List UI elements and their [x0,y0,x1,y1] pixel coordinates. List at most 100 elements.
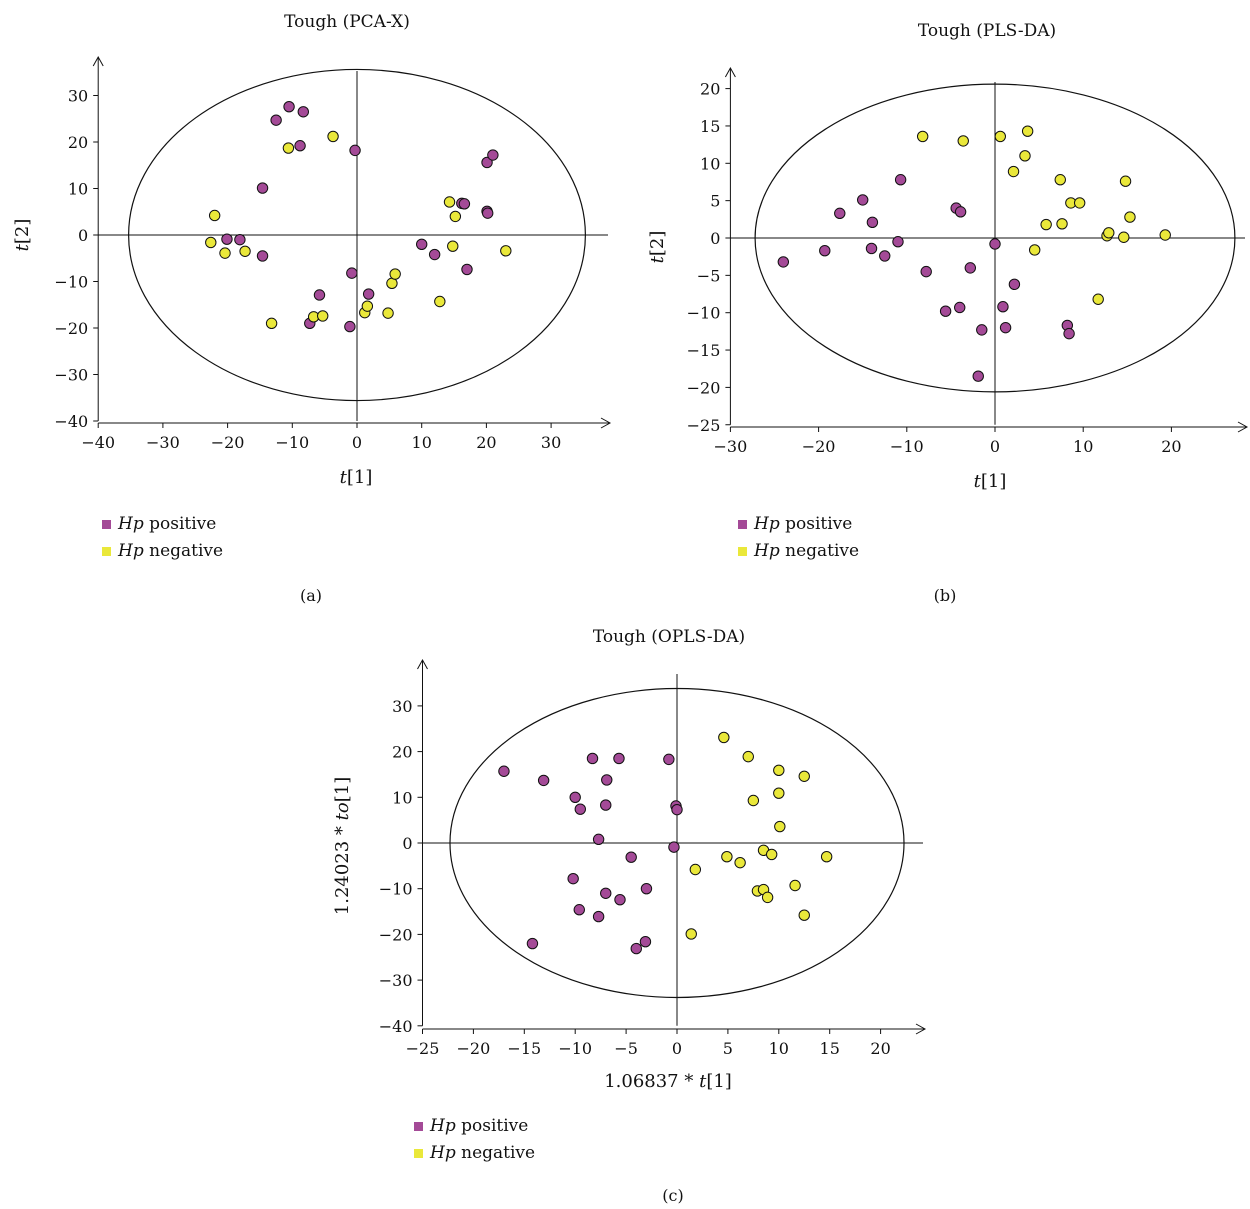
data-point [1092,293,1104,305]
x-tick-label: −30 [714,437,748,456]
x-axis-label: t[1] [974,471,1007,492]
y-tick-label: 10 [68,180,88,199]
data-point [630,942,642,955]
data-point [976,324,988,336]
x-axis-arrow [600,417,612,429]
x-tick-label: 0 [990,437,1000,456]
y-axis-label: t[2] [12,219,33,252]
chart-title: Tough (OPLS-DA) [593,627,745,647]
data-point [592,833,605,846]
y-tick-label: −40 [379,1017,413,1036]
series-hp-negative [685,731,833,940]
x-tick-label: 10 [1073,437,1093,456]
data-point [834,207,846,220]
data-point [294,140,306,152]
x-tick-label: −20 [457,1039,491,1058]
data-point [789,879,801,892]
x-tick-label: 10 [412,433,432,452]
x-tick-label: −10 [558,1039,592,1058]
data-point [798,909,810,921]
data-point [640,883,653,895]
series-hp-positive [221,100,499,333]
y-tick-label: −30 [54,366,88,385]
y-tick-label: 30 [392,697,412,716]
confidence-ellipse [754,83,1236,393]
data-point [1119,175,1132,187]
y-tick-label: −20 [54,319,88,338]
data-point [461,263,473,276]
legend-label: Hp negative [429,1143,535,1163]
data-point [434,295,446,308]
data-point [349,144,361,157]
y-tick-label: 15 [700,117,720,136]
data-point [1124,211,1136,223]
data-point [1019,150,1031,162]
data-point [761,891,774,904]
data-point [999,321,1012,334]
data-point [219,247,231,259]
x-tick-label: −40 [81,433,115,452]
data-point [481,207,494,219]
y-tick-label: −15 [687,341,721,360]
legend-swatch [102,547,111,556]
data-point [526,937,539,950]
data-point [625,851,637,863]
data-point [361,300,374,312]
x-tick-label: −10 [275,433,309,452]
data-point [389,268,401,280]
data-point [221,233,233,245]
legend-swatch [738,547,747,556]
y-axis-arrow [724,66,736,78]
data-point [256,182,269,194]
data-point [344,320,356,333]
data-point [972,370,984,382]
x-tick-label: 15 [820,1039,840,1058]
data-point [613,752,625,765]
data-point [234,233,246,246]
data-point [600,887,612,899]
panel-label: (c) [662,1186,683,1205]
panel-label: (a) [300,586,322,605]
y-tick-label: 0 [710,229,720,248]
y-tick-label: 10 [392,788,412,807]
data-point [270,114,282,126]
data-point [283,100,295,113]
data-point [774,820,786,833]
chart-title: Tough (PCA-X) [284,12,410,32]
data-point [879,250,891,262]
data-point [567,872,579,885]
y-tick-label: 20 [392,743,412,762]
confidence-ellipse [449,687,905,999]
data-point [1040,218,1052,231]
confidence-ellipse [128,68,586,402]
data-point [663,753,675,766]
data-point [721,851,733,863]
x-tick-label: 5 [723,1039,733,1058]
data-point [773,787,785,799]
data-point [443,196,456,208]
data-point [668,841,680,853]
data-point [208,209,221,222]
x-axis-arrow [915,1023,927,1035]
legend-swatch [414,1149,423,1158]
x-tick-label: −15 [507,1039,541,1058]
data-point [205,236,217,249]
data-point [798,770,810,782]
data-point [777,256,790,268]
data-point [994,130,1006,143]
x-axis-arrow [1237,421,1249,433]
data-point [256,250,269,262]
data-point [954,301,966,314]
x-tick-label: 10 [769,1039,789,1058]
y-tick-label: 20 [68,133,88,152]
legend-label: Hp positive [117,514,216,534]
data-point [964,262,977,274]
data-point [1063,327,1075,340]
y-tick-label: 10 [700,154,720,173]
data-point [500,245,512,257]
data-point [600,799,612,811]
data-point [447,240,459,252]
chart-title: Tough (PLS-DA) [918,21,1056,41]
x-tick-label: −25 [406,1039,440,1058]
